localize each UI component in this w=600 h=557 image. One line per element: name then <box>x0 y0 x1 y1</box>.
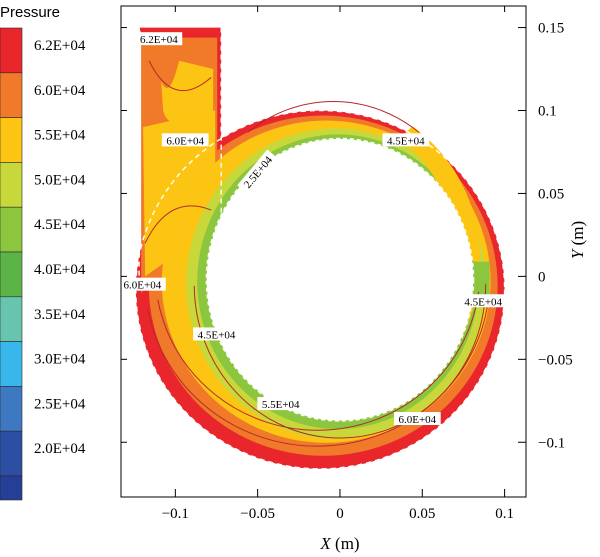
legend-swatch <box>0 430 23 477</box>
contour-annotation-bg <box>193 327 240 341</box>
legend-swatch <box>0 341 23 387</box>
contour-annotation: 5.5E+04 <box>257 397 305 411</box>
contour-line <box>148 60 212 92</box>
legend-swatch-bottom <box>0 475 23 501</box>
legend-swatch <box>0 386 23 432</box>
contour-annotation: 6.0E+04 <box>119 277 166 292</box>
plot-area: 6.2E+046.0E+042.5E+044.5E+046.0E+044.5E+… <box>119 5 573 522</box>
legend-label: 6.0E+04 <box>34 83 86 99</box>
y-tick-label: 0 <box>538 269 546 285</box>
contour-line <box>157 291 480 431</box>
x-axis-title: X (m) <box>319 534 359 553</box>
contour-annotation-bg <box>237 149 278 194</box>
contour-annotation: 4.5E+04 <box>459 294 507 308</box>
legend-label: 4.5E+04 <box>34 217 86 233</box>
inlet-yellow-streak <box>161 60 214 126</box>
contour-annotation-bg <box>135 32 183 46</box>
contour-annotation-text: 6.0E+04 <box>124 280 162 292</box>
contour-annotation-text: 4.5E+04 <box>464 296 502 308</box>
x-axis-unit: (m) <box>331 534 360 553</box>
legend-swatch <box>0 162 23 208</box>
y-axis-title: Y (m) <box>568 221 587 259</box>
contour-annotation-bg <box>393 412 441 426</box>
x-axis-var: X <box>319 534 331 553</box>
contour-annotation: 4.5E+04 <box>382 133 430 147</box>
legend-label: 2.0E+04 <box>34 441 86 457</box>
contour-annotation-bg <box>459 294 507 308</box>
contour-annotation-text: 4.5E+04 <box>198 329 236 341</box>
x-tick-label: −0.1 <box>162 506 189 522</box>
y-tick-label: 0.05 <box>538 186 564 202</box>
contour-annotation-bg <box>161 133 209 147</box>
x-tick-label: 0 <box>336 506 344 522</box>
contour-line <box>193 283 487 439</box>
contour-annotation-bg <box>382 133 430 147</box>
contour-annotation-text: 6.0E+04 <box>166 135 204 147</box>
y-tick-label: −0.1 <box>538 435 565 451</box>
y-tick-label: 0.15 <box>538 21 564 37</box>
y-axis-unit: (m) <box>568 221 587 250</box>
contour-annotation: 6.2E+04 <box>135 32 183 46</box>
legend-label: 4.0E+04 <box>34 262 86 278</box>
legend-swatch <box>0 296 23 342</box>
x-tick-label: 0.05 <box>409 506 435 522</box>
contour-annotation-bg <box>257 397 305 411</box>
inner-boundary <box>205 137 475 422</box>
contour-annotation-bg <box>119 277 166 291</box>
legend-swatch <box>0 251 23 298</box>
legend-label: 3.0E+04 <box>34 352 86 368</box>
contour-annotation: 6.0E+04 <box>393 412 441 426</box>
contour-annotation: 6.0E+04 <box>161 133 209 147</box>
impeller-hole <box>206 138 474 421</box>
y-axis-var: Y <box>568 248 587 259</box>
legend-label: 3.5E+04 <box>34 307 86 323</box>
contour-annotation-text: 6.2E+04 <box>140 34 178 46</box>
contour-line <box>247 100 420 133</box>
legend-label: 5.5E+04 <box>34 128 86 144</box>
contour-line <box>147 297 490 447</box>
y-tick-label: 0.1 <box>538 104 557 120</box>
contour-annotation-text: 4.5E+04 <box>387 135 425 147</box>
legend-label: 6.2E+04 <box>34 38 86 54</box>
pressure-legend: Pressure 6.2E+04 6.0E+04 5.5E+04 5.0E+04 4.5… <box>0 4 86 501</box>
legend-swatch <box>0 27 23 74</box>
contour-annotation: 4.5E+04 <box>193 327 240 341</box>
legend-label: 2.5E+04 <box>34 396 86 412</box>
legend-swatch <box>0 117 23 163</box>
x-tick-label: −0.05 <box>240 506 275 522</box>
legend-swatch <box>0 206 23 253</box>
contour-annotation-text: 6.0E+04 <box>398 414 436 426</box>
x-tick-label: 0.1 <box>495 506 514 522</box>
legend-title: Pressure <box>0 4 60 21</box>
contour-annotation-text: 5.5E+04 <box>262 399 300 411</box>
plot-frame <box>120 5 527 498</box>
contour-line <box>144 205 212 244</box>
legend-swatch <box>0 72 23 118</box>
legend-label: 5.0E+04 <box>34 172 86 188</box>
y-tick-label: −0.05 <box>538 352 573 368</box>
